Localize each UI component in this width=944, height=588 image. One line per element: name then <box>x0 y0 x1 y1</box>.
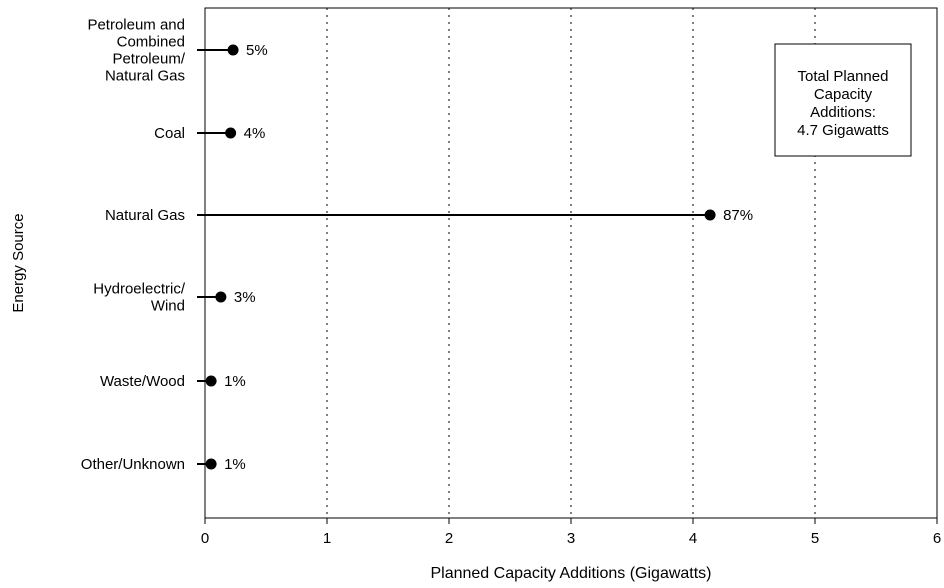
gridlines <box>326 8 816 518</box>
annotation-line-2: Additions: <box>810 104 876 121</box>
x-axis-ticks: 0 1 2 3 4 5 6 <box>201 518 941 547</box>
category-label-line: Hydroelectric/ <box>93 281 186 298</box>
category-label-4: Waste/Wood <box>100 373 185 390</box>
data-series: 5% 4% 87% 3% 1% 1% <box>197 42 753 473</box>
value-label-3: 3% <box>234 289 256 306</box>
category-label-2: Natural Gas <box>105 207 185 224</box>
annotation-box <box>774 43 912 157</box>
dot-1 <box>225 127 237 139</box>
x-tick-label-3: 3 <box>567 530 575 547</box>
annotation-line-3: 4.7 Gigawatts <box>797 122 889 139</box>
value-label-2: 87% <box>723 207 753 224</box>
category-label-1: Coal <box>154 125 185 142</box>
category-label-3: Hydroelectric/Wind <box>93 281 186 315</box>
annotation-line-1: Capacity <box>814 86 873 103</box>
value-label-5: 1% <box>224 456 246 473</box>
x-tick-label-2: 2 <box>445 530 453 547</box>
y-axis-title: Energy Source <box>10 213 27 312</box>
category-label-line: Petroleum/ <box>112 51 185 68</box>
x-tick-label-5: 5 <box>811 530 819 547</box>
category-label-line: Natural Gas <box>105 68 185 85</box>
annotation-line-0: Total Planned <box>798 68 889 85</box>
category-label-line: Wind <box>151 298 185 315</box>
value-label-4: 1% <box>224 373 246 390</box>
x-tick-label-1: 1 <box>323 530 331 547</box>
dot-3 <box>215 291 227 303</box>
x-tick-label-0: 0 <box>201 530 209 547</box>
dot-5 <box>205 458 217 470</box>
category-label-line: Waste/Wood <box>100 373 185 390</box>
value-label-1: 4% <box>244 125 266 142</box>
dot-0 <box>227 44 239 56</box>
x-tick-label-4: 4 <box>689 530 697 547</box>
category-label-line: Coal <box>154 125 185 142</box>
x-axis-title: Planned Capacity Additions (Gigawatts) <box>430 565 711 582</box>
dot-4 <box>205 375 217 387</box>
category-label-line: Petroleum and <box>87 17 185 34</box>
dot-2 <box>704 209 716 221</box>
category-label-line: Natural Gas <box>105 207 185 224</box>
x-tick-label-6: 6 <box>933 530 941 547</box>
category-label-5: Other/Unknown <box>81 456 185 473</box>
category-label-line: Combined <box>117 34 185 51</box>
category-label-line: Other/Unknown <box>81 456 185 473</box>
value-label-0: 5% <box>246 42 268 59</box>
